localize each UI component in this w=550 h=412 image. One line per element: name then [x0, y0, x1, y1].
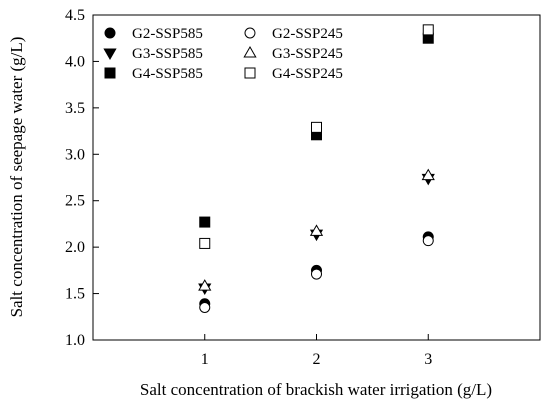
x-tick-label: 3 [424, 351, 432, 368]
data-point-g3-ssp245 [421, 168, 435, 181]
legend-marker-g4-ssp245 [244, 67, 256, 79]
plot-area-frame [92, 14, 541, 341]
legend-label-g4-ssp585: G4-SSP585 [132, 66, 203, 82]
x-axis-label: Salt concentration of brackish water irr… [140, 380, 492, 399]
y-axis-ticks: 1.0 1.5 2.0 2.5 3.0 3.5 4.0 4.5 [65, 7, 99, 349]
legend: G2-SSP585 G2-SSP245 G3-SSP585 G3-SSP245 G4-S… [103, 26, 343, 82]
data-point-g4-ssp245 [422, 24, 434, 36]
data-point-g4-ssp585 [199, 216, 211, 228]
legend-marker-g2-ssp585 [104, 27, 116, 39]
legend-label-g4-ssp245: G4-SSP245 [272, 66, 343, 82]
y-tick-label: 4.0 [65, 53, 85, 70]
y-tick-label: 3.0 [65, 146, 85, 163]
legend-label-g2-ssp585: G2-SSP585 [132, 26, 203, 42]
y-tick-label: 1.5 [65, 286, 85, 303]
x-tick-label: 2 [313, 351, 321, 368]
data-point-g4-ssp245 [311, 121, 322, 133]
legend-marker-g4-ssp585 [104, 67, 116, 79]
x-tick-label: 1 [201, 351, 209, 368]
legend-label-g2-ssp245: G2-SSP245 [272, 26, 343, 42]
x-axis-ticks: 1 2 3 [201, 334, 432, 368]
legend-marker-g2-ssp245 [244, 27, 256, 39]
data-point-g2-ssp245 [422, 235, 434, 247]
y-tick-label: 2.5 [65, 193, 85, 210]
data-point-g2-ssp245 [199, 302, 211, 313]
legend-label-g3-ssp585: G3-SSP585 [132, 46, 203, 62]
legend-marker-g3-ssp245 [243, 45, 257, 58]
data-points [198, 24, 435, 313]
y-tick-label: 1.0 [65, 332, 85, 349]
y-tick-label: 2.0 [65, 239, 85, 256]
data-point-g2-ssp245 [311, 268, 322, 280]
y-tick-label: 3.5 [65, 100, 85, 117]
data-point-g3-ssp245 [309, 224, 324, 236]
legend-label-g3-ssp245: G3-SSP245 [272, 46, 343, 62]
y-tick-label: 4.5 [65, 7, 85, 24]
y-axis-label: Salt concentration of seepage water (g/L… [7, 37, 26, 318]
data-point-g4-ssp245 [199, 237, 211, 249]
data-point-g3-ssp245 [198, 279, 212, 291]
legend-marker-g3-ssp585 [103, 48, 117, 61]
